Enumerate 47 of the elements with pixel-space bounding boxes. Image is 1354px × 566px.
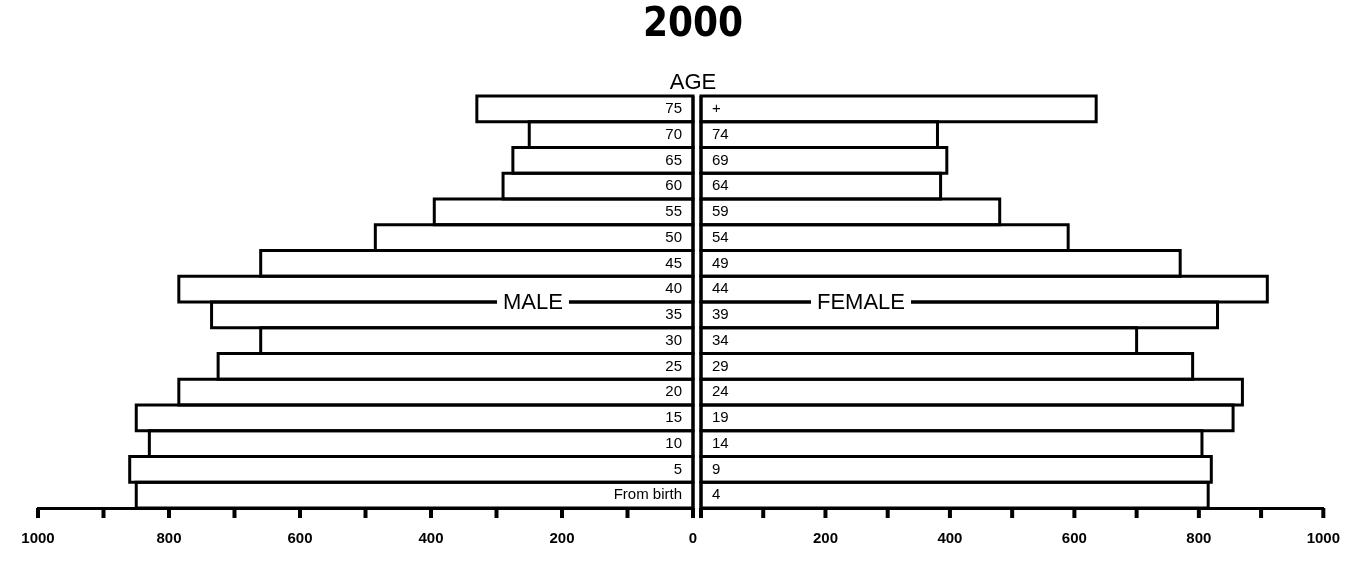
y-tick-label: 25	[665, 356, 682, 374]
y-tick-label: 44	[712, 279, 729, 297]
x-tick-label: 1000	[1306, 529, 1340, 547]
series-label: FEMALE	[816, 289, 906, 315]
x-tick-label: 400	[937, 529, 963, 547]
x-tick-label: 200	[549, 529, 575, 547]
y-axis-title: AGE	[669, 69, 717, 95]
y-tick-label: 20	[665, 382, 682, 400]
y-tick-label: 45	[665, 253, 682, 271]
y-tick-label: 9	[712, 459, 721, 477]
y-tick-label: 14	[712, 433, 729, 451]
y-tick-label: 69	[712, 150, 729, 168]
y-tick-label: 29	[712, 356, 729, 374]
y-tick-label: 35	[665, 305, 682, 323]
y-tick-label: 70	[665, 124, 682, 142]
y-tick-label: 54	[712, 227, 729, 245]
y-tick-label: +	[712, 99, 721, 117]
y-tick-label: 19	[712, 408, 729, 426]
x-tick-label: 200	[812, 529, 838, 547]
y-tick-label: 24	[712, 382, 729, 400]
x-tick-label: 1000	[21, 529, 55, 547]
x-tick-label: 400	[418, 529, 444, 547]
chart-title: 2000	[642, 0, 744, 46]
y-tick-label: 64	[712, 176, 729, 194]
y-tick-label: From birth	[613, 485, 682, 503]
x-tick-label: 800	[156, 529, 182, 547]
y-tick-label: 59	[712, 202, 729, 220]
y-tick-label: 30	[665, 330, 682, 348]
y-tick-label: 34	[712, 330, 729, 348]
series-label: MALE	[503, 289, 563, 315]
y-tick-label: 60	[665, 176, 682, 194]
y-tick-label: 49	[712, 253, 729, 271]
y-tick-label: 15	[665, 408, 682, 426]
x-tick-label: 600	[1061, 529, 1087, 547]
y-tick-label: 55	[665, 202, 682, 220]
y-tick-label: 65	[665, 150, 682, 168]
x-tick-label: 600	[287, 529, 313, 547]
y-tick-label: 50	[665, 227, 682, 245]
x-tick-label: 0	[688, 529, 698, 547]
y-tick-label: 39	[712, 305, 729, 323]
y-tick-label: 40	[665, 279, 682, 297]
y-tick-label: 10	[665, 433, 682, 451]
y-tick-label: 4	[712, 485, 721, 503]
y-tick-label: 75	[665, 99, 682, 117]
y-tick-label: 5	[673, 459, 682, 477]
x-tick-label: 800	[1186, 529, 1212, 547]
y-tick-label: 74	[712, 124, 729, 142]
